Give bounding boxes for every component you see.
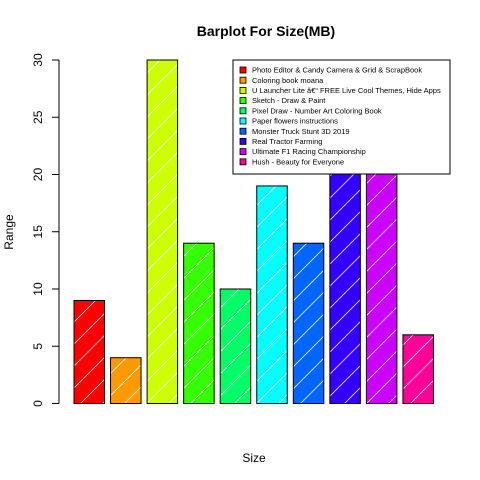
bar: [402, 334, 434, 404]
y-tick-label: 0: [31, 400, 45, 407]
legend-item: U Launcher Lite â€“ FREE Live Cool Theme…: [239, 86, 441, 95]
bar: [219, 288, 252, 404]
bar: [292, 242, 325, 404]
legend-item: Ultimate F1 Racing Championship: [239, 147, 366, 156]
bar: [110, 357, 142, 405]
bars-group: [73, 59, 434, 405]
y-tick-label: 5: [31, 343, 45, 350]
svg-text:Hush - Beauty for Everyone: Hush - Beauty for Everyone: [252, 157, 344, 166]
legend-item: Hush - Beauty for Everyone: [239, 157, 344, 166]
bar: [329, 162, 361, 404]
legend-box: [232, 59, 451, 175]
svg-text:Sketch - Draw & Paint: Sketch - Draw & Paint: [252, 96, 326, 105]
svg-text:Paper flowers instructions: Paper flowers instructions: [252, 117, 338, 126]
svg-text:Ultimate F1 Racing Championshi: Ultimate F1 Racing Championship: [252, 147, 366, 156]
svg-text:U Launcher Lite â€“ FREE Live: U Launcher Lite â€“ FREE Live Cool Theme…: [252, 86, 441, 95]
legend-item: Sketch - Draw & Paint: [239, 96, 326, 105]
legend: Photo Editor & Candy Camera & Grid & Scr…: [232, 59, 451, 175]
legend-item: Monster Truck Stunt 3D 2019: [239, 127, 350, 136]
bar: [365, 162, 398, 404]
y-axis-label: Range: [2, 214, 16, 250]
y-tick-label: 15: [31, 225, 45, 239]
legend-item: Photo Editor & Candy Camera & Grid & Scr…: [239, 66, 422, 75]
x-axis-label: Size: [242, 451, 266, 465]
legend-item: Real Tractor Farming: [239, 137, 322, 146]
bar: [146, 59, 179, 404]
bar: [183, 242, 215, 404]
svg-text:Coloring book moana: Coloring book moana: [252, 76, 324, 85]
y-tick-label: 10: [31, 282, 45, 296]
svg-text:Photo Editor & Candy Camera &: Photo Editor & Candy Camera & Grid & Scr…: [252, 66, 422, 75]
legend-item: Pixel Draw - Number Art Coloring Book: [239, 106, 382, 115]
bar: [256, 185, 288, 404]
y-tick-label: 20: [31, 168, 45, 182]
svg-text:Pixel Draw - Number Art Colori: Pixel Draw - Number Art Coloring Book: [252, 106, 382, 115]
y-tick-label: 25: [31, 110, 45, 124]
bar: [73, 299, 105, 405]
svg-text:Monster Truck Stunt 3D 2019: Monster Truck Stunt 3D 2019: [252, 127, 350, 136]
y-axis: 0 5 10 15 20 25 30: [31, 53, 60, 407]
legend-item: Coloring book moana: [239, 76, 324, 85]
chart-title: Barplot For Size(MB): [197, 23, 335, 39]
y-tick-label: 30: [31, 53, 45, 67]
svg-text:Real Tractor Farming: Real Tractor Farming: [252, 137, 322, 146]
legend-item: Paper flowers instructions: [239, 117, 338, 126]
